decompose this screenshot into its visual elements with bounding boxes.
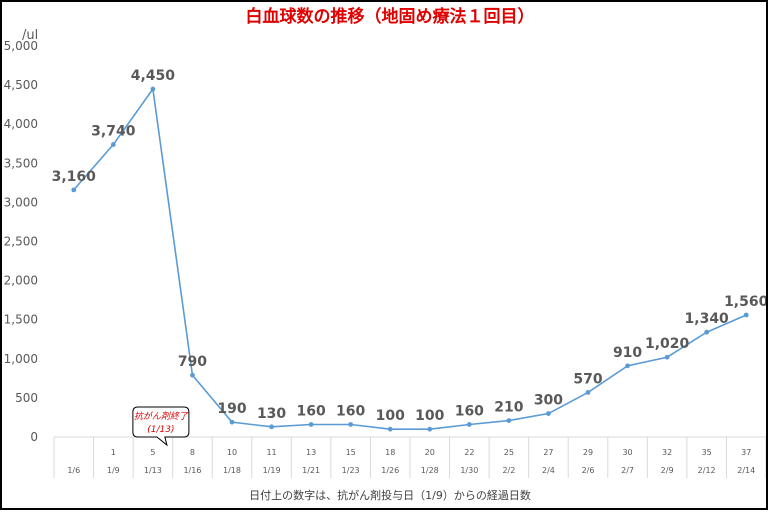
annotation-text-line2: (1/13) (147, 425, 174, 435)
chemo-end-annotation: 抗がん剤終了 (1/13) (132, 406, 190, 447)
data-label: 100 (376, 408, 405, 424)
data-label: 570 (573, 371, 602, 387)
series-line (73, 86, 747, 430)
data-label: 790 (178, 354, 207, 370)
data-label: 300 (534, 393, 563, 409)
data-point (466, 422, 472, 427)
x-day-label: 25 (504, 448, 514, 457)
x-day-label: 1 (111, 448, 116, 457)
data-point (110, 142, 116, 147)
data-label: 1,340 (685, 311, 730, 327)
x-date-label: 1/21 (302, 466, 320, 475)
x-day-label: 15 (346, 448, 356, 457)
y-tick-label: 3,000 (4, 195, 38, 209)
x-date-label: 2/6 (582, 466, 595, 475)
data-label: 190 (217, 401, 246, 417)
data-point (585, 390, 591, 395)
x-day-label: 22 (464, 448, 474, 457)
x-day-label: 8 (190, 448, 195, 457)
y-tick-label: 0 (30, 430, 38, 444)
x-date-label: 2/12 (698, 466, 716, 475)
x-day-label: 32 (662, 448, 672, 457)
x-day-label: 35 (702, 448, 712, 457)
data-points (71, 86, 749, 432)
data-label: 130 (257, 406, 286, 422)
data-point (387, 426, 393, 432)
x-day-label: 18 (385, 448, 395, 457)
data-label: 1,560 (724, 294, 766, 310)
annotation-callout-shape (132, 406, 190, 447)
y-tick-label: 2,000 (4, 274, 38, 288)
data-label: 160 (296, 403, 325, 419)
x-day-label: 10 (227, 448, 237, 457)
data-point (625, 363, 630, 369)
annotation-text-line1: 抗がん剤終了 (134, 411, 189, 422)
data-label: 910 (613, 345, 642, 361)
x-date-label: 1/26 (381, 466, 399, 475)
data-point (348, 422, 354, 427)
y-axis-ticks: 0 500 1,000 1,500 2,000 2,500 3,000 3,500 4,000 4… (4, 39, 38, 444)
data-label: 100 (415, 408, 444, 424)
x-axis-category-grid (53, 437, 767, 478)
x-date-label: 2/4 (542, 466, 555, 475)
x-date-label: 1/13 (144, 466, 162, 475)
x-date-label: 2/7 (621, 466, 634, 475)
chart-title: 白血球数の推移（地固め療法１回目） (246, 6, 535, 27)
y-tick-label: 3,500 (4, 156, 38, 170)
data-point (427, 426, 433, 432)
x-day-label: 37 (741, 448, 751, 457)
data-point (743, 312, 749, 318)
x-day-label: 20 (425, 448, 435, 457)
data-label: 160 (455, 403, 484, 419)
y-axis-unit-label: /ul (22, 28, 38, 43)
x-date-label: 1/18 (223, 466, 241, 475)
data-point (71, 187, 77, 193)
data-label: 3,160 (52, 169, 97, 185)
x-date-label: 2/2 (502, 466, 515, 475)
x-axis-category-labels: 1/6 1 1/9 5 1/13 8 1/16 10 1/18 11 1/19 13 1/21 15 1/2… (67, 448, 755, 475)
x-date-label: 1/23 (342, 466, 360, 475)
x-date-label: 1/9 (107, 466, 120, 475)
y-tick-label: 1,000 (4, 352, 38, 366)
data-labels: 3,160 3,740 4,450 790 190 130 160 160 100 100 160 2… (52, 68, 768, 424)
x-date-label: 1/6 (67, 466, 80, 475)
data-point (229, 419, 235, 425)
x-date-label: 1/16 (183, 466, 201, 475)
data-point (150, 86, 156, 92)
x-date-label: 2/14 (737, 466, 755, 475)
data-label: 3,740 (91, 124, 136, 140)
x-date-label: 1/19 (263, 466, 281, 475)
data-label: 1,020 (645, 336, 690, 352)
x-date-label: 1/30 (460, 466, 478, 475)
x-date-label: 1/28 (421, 466, 439, 475)
x-day-label: 11 (266, 448, 276, 457)
x-day-label: 29 (583, 448, 593, 457)
y-tick-label: 2,500 (4, 235, 38, 249)
x-axis-label: 日付上の数字は、抗がん剤投与日（1/9）からの経過日数 (249, 488, 531, 502)
x-day-label: 27 (543, 448, 553, 457)
data-point (269, 424, 274, 430)
y-tick-label: 500 (15, 391, 38, 405)
x-day-label: 30 (622, 448, 632, 457)
data-point (664, 354, 670, 360)
data-point (190, 372, 195, 378)
data-label: 4,450 (131, 68, 176, 84)
y-tick-label: 1,500 (4, 313, 38, 327)
x-date-label: 2/9 (661, 466, 674, 475)
x-day-label: 13 (306, 448, 316, 457)
data-label: 210 (494, 400, 523, 416)
y-tick-label: 5,000 (4, 39, 38, 53)
data-point (546, 411, 551, 416)
y-tick-label: 4,500 (4, 78, 38, 92)
data-point (704, 329, 710, 335)
x-day-label: 5 (150, 448, 155, 457)
data-label: 160 (336, 403, 365, 419)
y-tick-label: 4,000 (4, 117, 38, 131)
data-point (308, 422, 314, 427)
data-point (506, 418, 512, 423)
